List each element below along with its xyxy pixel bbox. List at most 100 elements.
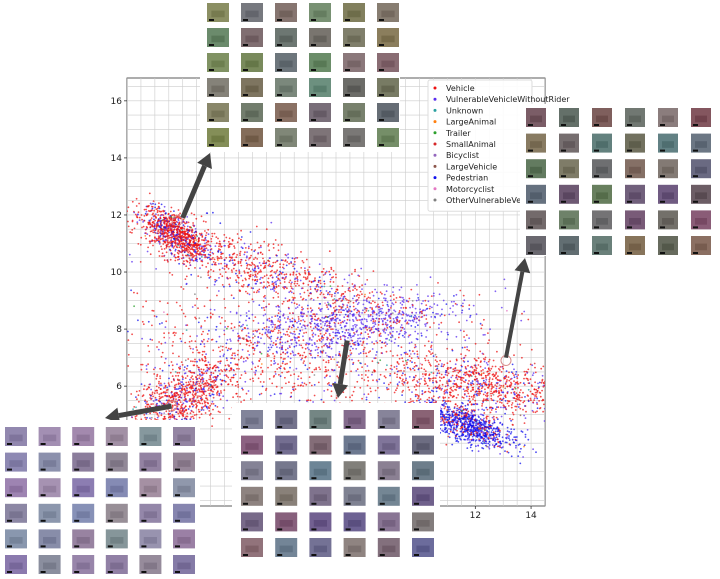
data-point [166, 219, 168, 222]
data-point [421, 392, 424, 395]
data-point [339, 336, 342, 339]
data-point [251, 268, 254, 271]
data-point [352, 285, 355, 288]
data-point [279, 367, 282, 370]
data-point [159, 384, 161, 387]
data-point [361, 366, 363, 368]
data-point [467, 382, 469, 385]
data-point [160, 203, 163, 206]
data-point [275, 276, 278, 278]
data-point [277, 244, 280, 246]
data-point [257, 267, 260, 269]
data-point [533, 397, 536, 400]
data-point [504, 395, 506, 398]
data-point [353, 386, 356, 389]
data-point [402, 360, 404, 363]
data-point [537, 387, 540, 390]
data-point [438, 327, 440, 329]
data-point [487, 374, 489, 377]
data-point [293, 330, 296, 333]
data-point [356, 319, 359, 322]
data-point [313, 394, 316, 397]
data-point [296, 277, 298, 280]
data-point [544, 390, 545, 391]
data-point [347, 308, 350, 311]
data-point [435, 333, 438, 336]
data-point [184, 315, 187, 318]
data-point [478, 391, 481, 393]
data-point [367, 351, 370, 354]
data-point [205, 266, 208, 268]
data-point [268, 378, 271, 380]
data-point [144, 228, 147, 231]
data-point [340, 308, 342, 311]
data-point [293, 263, 296, 266]
data-point [256, 278, 259, 281]
data-point [348, 319, 351, 322]
data-point [223, 329, 226, 332]
data-point [182, 312, 185, 315]
data-point [171, 344, 174, 347]
data-point [252, 380, 255, 382]
data-point [487, 360, 490, 363]
data-point [484, 333, 486, 336]
data-point [173, 228, 176, 231]
data-point [280, 365, 282, 368]
data-point [186, 237, 189, 240]
data-point [519, 343, 522, 346]
data-point [258, 262, 261, 264]
data-point [523, 370, 526, 373]
data-point [195, 217, 198, 220]
data-point [149, 338, 152, 341]
data-point [330, 328, 332, 331]
data-point [487, 387, 490, 389]
data-point [418, 385, 421, 387]
data-point [478, 394, 480, 396]
data-point [409, 353, 412, 355]
data-point [151, 239, 154, 242]
data-point [352, 297, 354, 300]
data-point [423, 314, 426, 317]
data-point [199, 343, 202, 346]
data-point [363, 318, 366, 320]
data-point [417, 324, 419, 327]
data-point [260, 363, 263, 365]
data-point [519, 381, 522, 384]
data-point [404, 373, 406, 376]
data-point [334, 334, 337, 337]
data-point [244, 259, 247, 262]
data-point [277, 312, 280, 315]
data-point [334, 315, 337, 318]
data-point [304, 347, 307, 350]
data-point [336, 364, 339, 366]
data-point [316, 290, 319, 292]
data-point [281, 362, 284, 365]
data-point [497, 395, 499, 398]
data-point [432, 379, 434, 382]
data-point [600, 401, 602, 403]
data-point [575, 366, 577, 368]
data-point [306, 368, 309, 371]
data-point [209, 312, 212, 315]
data-point [166, 313, 169, 316]
data-point [500, 371, 503, 373]
data-point [446, 400, 449, 402]
data-point [405, 299, 408, 302]
data-point [466, 348, 469, 351]
data-point [189, 380, 192, 383]
data-point [320, 398, 323, 401]
data-point [536, 391, 538, 394]
data-point [158, 323, 161, 325]
data-point [241, 329, 243, 332]
data-point [360, 332, 363, 334]
data-point [449, 367, 451, 369]
data-point [386, 387, 388, 389]
data-point [458, 376, 461, 378]
data-point [286, 340, 289, 343]
data-point [292, 288, 294, 290]
data-point [433, 322, 435, 324]
data-point [145, 368, 148, 370]
data-point [233, 245, 236, 248]
data-point [364, 363, 367, 365]
data-point [402, 296, 404, 299]
